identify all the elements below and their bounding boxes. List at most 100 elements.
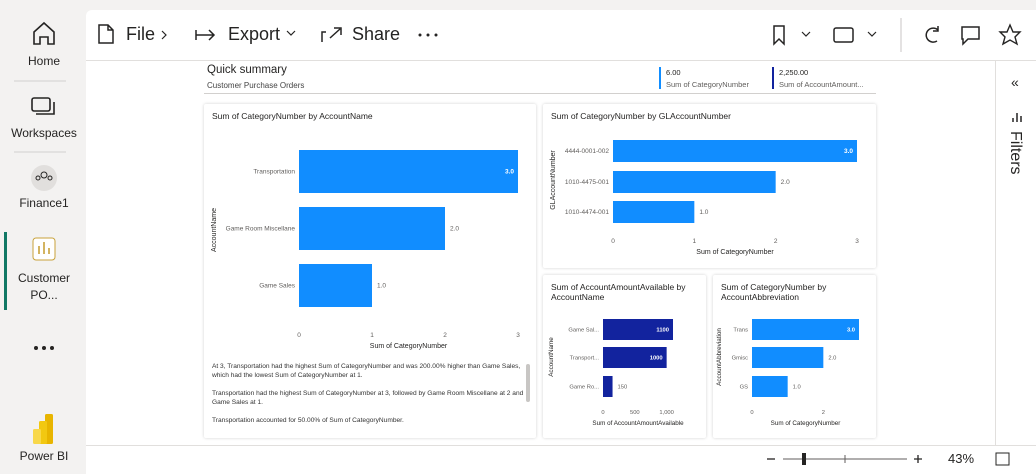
bar: [603, 347, 667, 368]
data-label: 3.0: [847, 328, 855, 334]
chart: 0 1 2 3 Sum of CategoryNumber GLAccountNumber…: [550, 140, 859, 256]
visual-card: Sum of CategoryNumber by AccountAbbrevia…: [713, 275, 876, 438]
bookmark-icon[interactable]: [773, 25, 785, 46]
x-tick-label: 1: [370, 332, 374, 339]
category-label: 1010-4474-001: [565, 209, 609, 216]
bar: [613, 140, 857, 162]
x-tick-label: 2: [443, 332, 447, 339]
category-label: Gmisc: [732, 356, 749, 362]
x-tick-label: 1: [693, 238, 697, 245]
visual-title: Sum of AccountAmountAvailable by Account…: [551, 282, 686, 302]
header-rule: [204, 93, 876, 94]
data-label: 2.0: [450, 226, 459, 233]
visual-title: Sum of CategoryNumber by GLAccountNumber: [551, 111, 731, 121]
x-axis-title: Sum of CategoryNumber: [370, 343, 448, 350]
category-label: Game Ro...: [569, 385, 599, 391]
bar: [299, 264, 372, 307]
export-icon[interactable]: [195, 29, 216, 41]
category-label: Game Room Miscellane: [226, 226, 296, 233]
x-tick-label: 0: [297, 332, 301, 339]
workspaces-icon: [31, 97, 51, 112]
favorite-icon[interactable]: [998, 23, 1022, 46]
bar: [603, 376, 613, 397]
view-icon[interactable]: [833, 27, 854, 43]
category-label: Transport...: [570, 356, 600, 362]
narrative-paragraph: Transportation had the highest Sum of Ca…: [212, 390, 524, 406]
chart: 0 1 2 3 Sum of CategoryNumber AccountName Tran…: [211, 150, 520, 350]
x-tick-label: 1,000: [659, 410, 674, 416]
zoom-thumb[interactable]: [802, 453, 806, 465]
filters-border: [995, 61, 996, 445]
y-axis-title: AccountName: [548, 337, 555, 377]
scrollbar: [526, 364, 530, 402]
narrative-paragraph: At 3, Transportation had the highest Sum…: [212, 363, 521, 379]
nav-item[interactable]: Finance1: [19, 196, 69, 210]
export-menu[interactable]: Export: [228, 24, 281, 44]
x-tick-label: 0: [601, 410, 604, 416]
x-tick-label: 0: [611, 238, 615, 245]
file-icon[interactable]: [98, 24, 114, 44]
home-icon: [33, 21, 55, 45]
more-icon[interactable]: [418, 33, 438, 37]
share-button[interactable]: Share: [352, 24, 401, 44]
data-label: 3.0: [844, 148, 853, 155]
x-tick-label: 3: [855, 238, 859, 245]
zoom-level: 43%: [948, 451, 975, 466]
file-menu[interactable]: File: [126, 24, 156, 44]
nav-icons: [4, 21, 66, 444]
data-label: 1.0: [699, 209, 708, 216]
visual-card: Sum of CategoryNumber by AccountName 0 1 2 3…: [204, 104, 536, 438]
bar: [752, 376, 788, 397]
bar: [299, 150, 518, 193]
data-label: 3.0: [505, 169, 514, 176]
comment-icon[interactable]: [961, 26, 980, 46]
collapse-icon[interactable]: «: [1011, 74, 1019, 90]
selected-indicator: [4, 232, 7, 310]
status-border: [86, 445, 1036, 446]
toolbar-border: [86, 60, 1036, 61]
narrative: At 3, Transportation had the highest Sum…: [212, 362, 524, 434]
more-icon[interactable]: [34, 346, 54, 350]
kpi-value: 2,250.00: [779, 68, 809, 77]
data-label: 2.0: [781, 179, 790, 186]
y-axis-title: AccountName: [211, 208, 218, 252]
y-axis-title: AccountAbbreviation: [716, 328, 723, 386]
data-label: 150: [618, 385, 628, 391]
bar: [752, 319, 859, 340]
visual-title: Sum of CategoryNumber by AccountName: [212, 111, 373, 121]
category-label: Game Sales: [259, 283, 296, 290]
share-icon[interactable]: [321, 27, 342, 42]
summary-title: Quick summary: [207, 64, 287, 76]
nav-item[interactable]: Customer PO...: [17, 271, 70, 302]
nav-item[interactable]: Home: [27, 54, 60, 68]
powerbi-logo: [33, 414, 53, 444]
summary-subtitle: Customer Purchase Orders: [207, 81, 305, 90]
data-label: 1.0: [793, 385, 801, 391]
x-tick-label: 500: [630, 410, 640, 416]
kpi-label: Sum of AccountAmount...: [779, 80, 864, 89]
refresh-icon[interactable]: [925, 26, 939, 43]
x-axis-title: Sum of AccountAmountAvailable: [592, 420, 684, 427]
data-label: 1100: [656, 328, 669, 334]
data-label: 1000: [650, 356, 663, 362]
data-label: 1.0: [377, 283, 386, 290]
toolbar-icons: [98, 18, 1022, 52]
category-label: 4444-0001-002: [565, 148, 609, 155]
nav-rail: Home Workspaces Finance1 Customer PO... …: [0, 0, 80, 474]
nav-item[interactable]: Power BI: [19, 449, 69, 463]
filters-title[interactable]: Filters: [1007, 131, 1024, 175]
visual-card: Sum of CategoryNumber by GLAccountNumber…: [543, 104, 876, 268]
category-label: Game Sal...: [568, 328, 599, 334]
x-tick-label: 3: [516, 332, 520, 339]
zoom-controls: [767, 452, 1010, 466]
category-label: GS: [740, 385, 749, 391]
nav-item[interactable]: Workspaces: [11, 126, 77, 140]
bar: [752, 347, 824, 368]
bar: [613, 171, 776, 193]
chart: 0 2 Sum of CategoryNumber AccountAbbreviati…: [716, 319, 859, 427]
bar: [603, 319, 673, 340]
bar: [613, 201, 695, 223]
card-accent: [659, 67, 661, 89]
y-axis-title: GLAccountNumber: [550, 150, 557, 210]
